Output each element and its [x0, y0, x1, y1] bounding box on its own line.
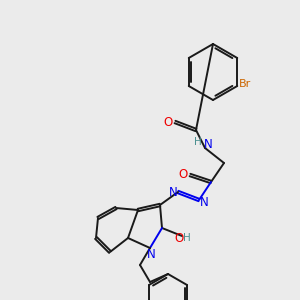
Text: H: H — [194, 137, 202, 147]
Text: N: N — [147, 248, 155, 262]
Text: O: O — [174, 232, 184, 244]
Text: N: N — [200, 196, 208, 208]
Text: H: H — [183, 233, 191, 243]
Text: Br: Br — [239, 79, 251, 89]
Text: O: O — [178, 169, 188, 182]
Text: N: N — [169, 187, 177, 200]
Text: O: O — [164, 116, 172, 128]
Text: N: N — [204, 139, 212, 152]
